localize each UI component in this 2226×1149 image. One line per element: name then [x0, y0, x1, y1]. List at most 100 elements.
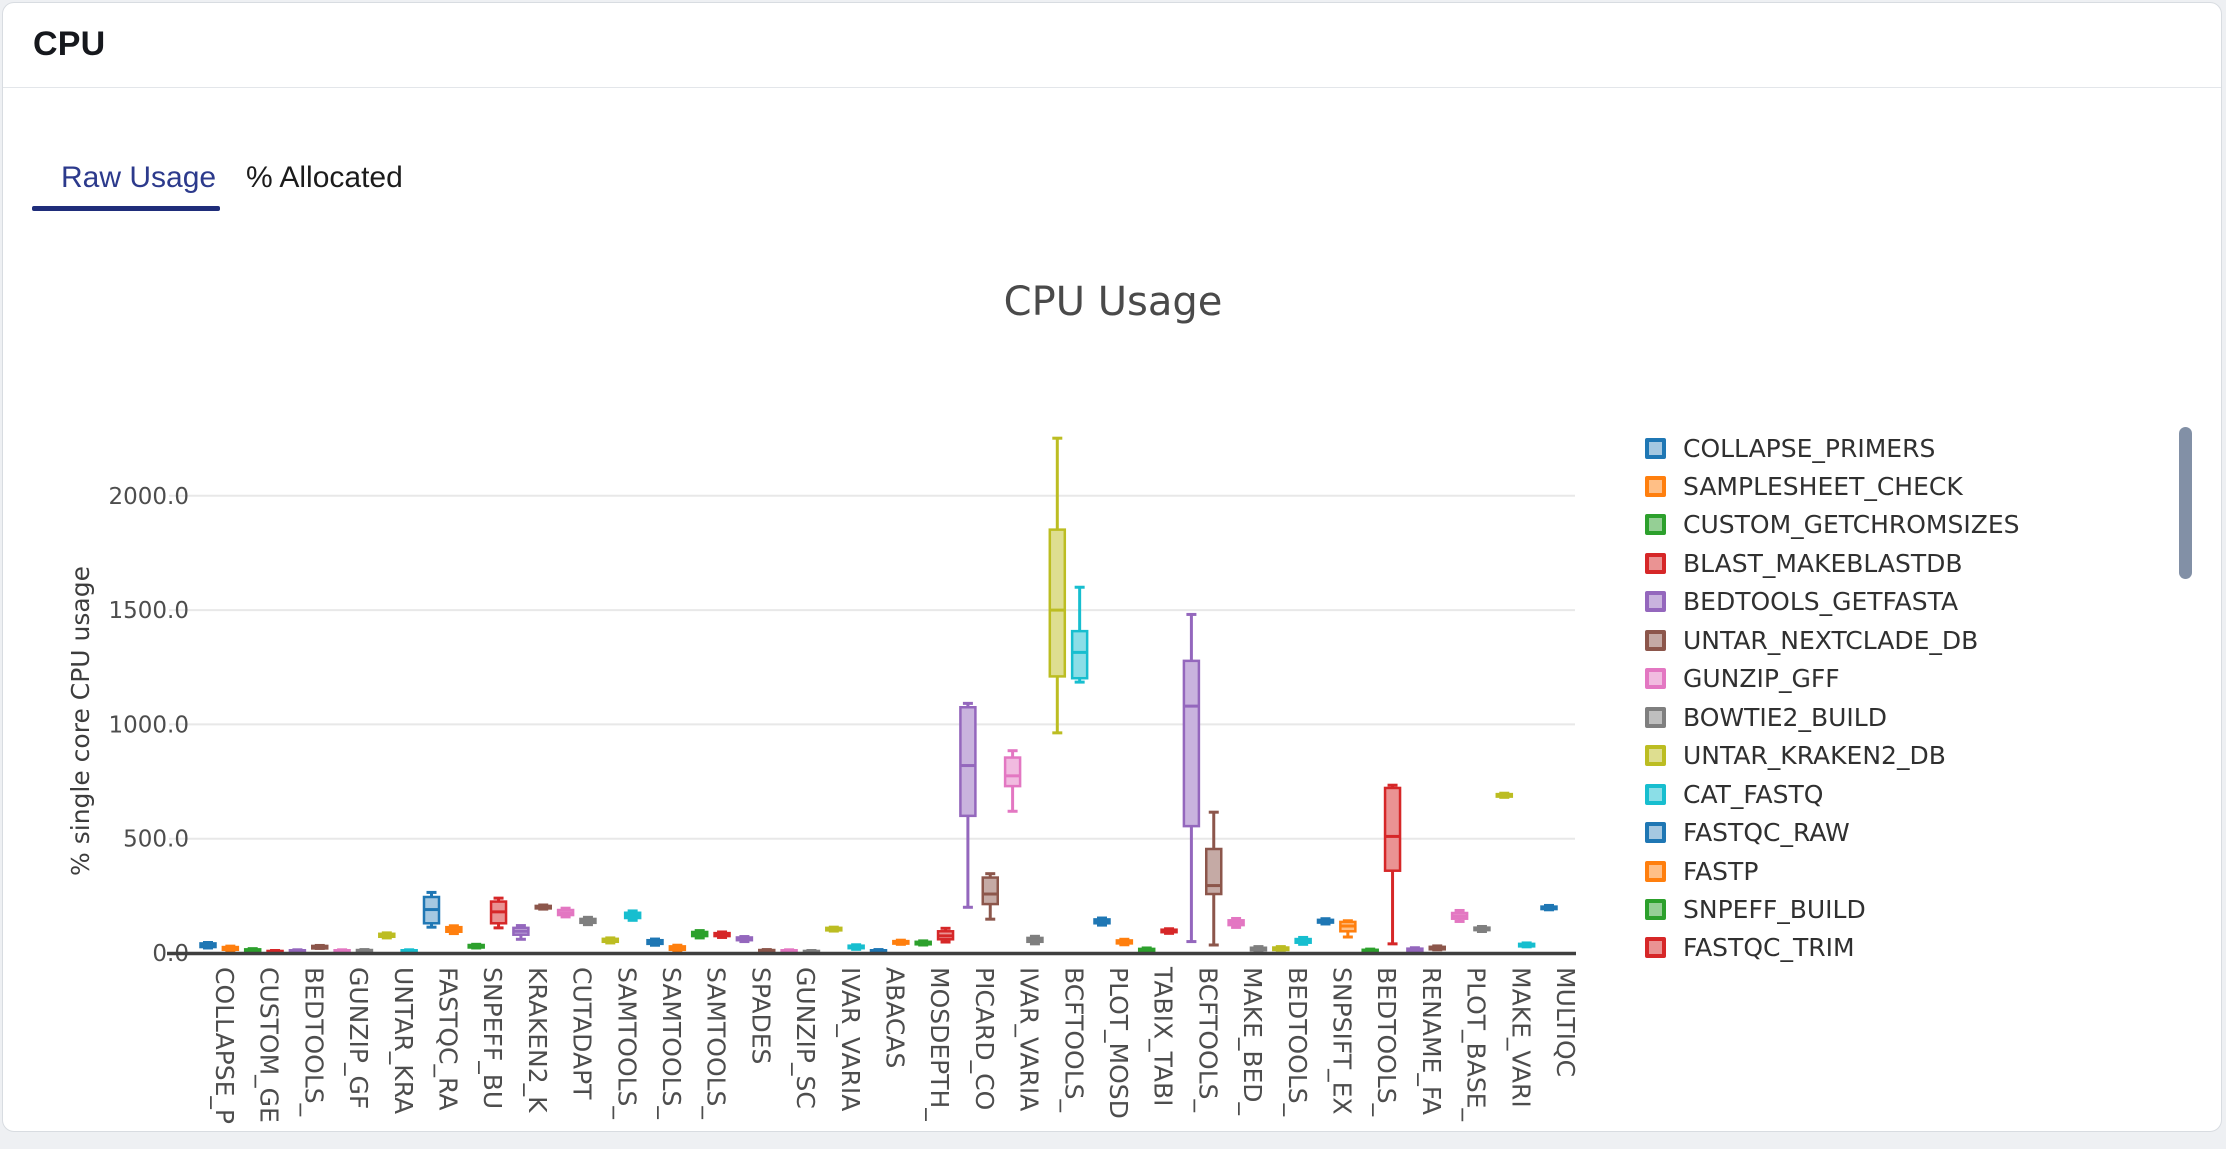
- boxplot-series: [1339, 919, 1357, 939]
- legend-item[interactable]: SNPEFF_BUILD: [1645, 895, 1866, 925]
- legend-item[interactable]: CAT_FASTQ: [1645, 779, 1823, 809]
- legend-swatch-cyan: [1645, 783, 1666, 805]
- legend-item[interactable]: COLLAPSE_PRIMERS: [1645, 433, 1935, 463]
- boxplot-series: [1450, 908, 1469, 923]
- boxplot-series: [1160, 927, 1178, 935]
- boxplot-series: [1294, 935, 1312, 946]
- boxplot-series: [668, 943, 687, 953]
- legend-label: SAMPLESHEET_CHECK: [1683, 471, 1963, 501]
- legend-label: COLLAPSE_PRIMERS: [1683, 433, 1936, 463]
- tab-percent-allocated[interactable]: % Allocated: [246, 161, 403, 194]
- legend-label: FASTQC_TRIM: [1683, 933, 1855, 963]
- legend-label: CAT_FASTQ: [1683, 779, 1824, 809]
- boxplot-series: [422, 890, 441, 929]
- page-title: CPU: [33, 25, 106, 63]
- boxplot-series: [579, 915, 597, 927]
- legend-item[interactable]: FASTQC_TRIM: [1645, 933, 1855, 963]
- legend-item[interactable]: BEDTOOLS_GETFASTA: [1645, 587, 1958, 617]
- boxplot-series: [758, 948, 776, 954]
- boxplot-series: [221, 944, 240, 953]
- boxplot-series: [847, 943, 865, 951]
- legend-label: UNTAR_KRAKEN2_DB: [1683, 741, 1946, 771]
- legend-label: FASTQC_RAW: [1683, 818, 1850, 848]
- x-tick-label: COLLAPSE_P: [210, 967, 239, 1124]
- x-tick-label: BCFTOOLS_: [1059, 967, 1088, 1113]
- legend-item[interactable]: FASTP: [1645, 856, 1758, 886]
- x-tick-label: SAMTOOLS_: [612, 967, 641, 1119]
- legend-label: CUSTOM_GETCHROMSIZES: [1683, 510, 2020, 540]
- x-tick-label: BCFTOOLS_: [1193, 967, 1222, 1113]
- legend-label: BOWTIE2_BUILD: [1683, 702, 1887, 732]
- boxplot-series: [690, 929, 709, 940]
- boxplot-series: [445, 924, 463, 936]
- x-tick-label: RENAME_FA: [1417, 967, 1446, 1115]
- active-tab-underline: [32, 206, 220, 211]
- boxplot-series: [1115, 937, 1134, 947]
- legend-swatch-brown: [1645, 629, 1666, 651]
- x-tick-label: SPADES: [746, 967, 775, 1064]
- chart-title: CPU Usage: [1004, 279, 1223, 325]
- boxplot-series: [1383, 783, 1402, 946]
- boxplot-series: [892, 938, 910, 946]
- boxplot-series: [959, 701, 977, 909]
- header-divider: [3, 87, 2221, 88]
- x-tick-label: SAMTOOLS_: [657, 967, 686, 1119]
- x-tick-label: GUNZIP_GF: [344, 967, 373, 1109]
- x-tick-label: CUSTOM_GE: [255, 967, 284, 1123]
- boxplot-series: [378, 931, 396, 940]
- legend-label: GUNZIP_GFF: [1683, 664, 1840, 694]
- x-tick-label: SNPEFF_BU: [478, 967, 507, 1109]
- boxplot-series: [713, 930, 731, 939]
- legend-item[interactable]: GUNZIP_GFF: [1645, 664, 1840, 694]
- legend-swatch-purple: [1645, 591, 1666, 613]
- boxplot-series: [1495, 791, 1514, 799]
- x-tick-label: SAMTOOLS_: [702, 967, 731, 1119]
- legend-item[interactable]: CUSTOM_GETCHROMSIZES: [1645, 510, 2020, 540]
- x-tick-label: MAKE_BED_: [1238, 967, 1267, 1116]
- legend-item[interactable]: SAMPLESHEET_CHECK: [1645, 471, 1963, 501]
- boxplot-series: [1272, 945, 1290, 952]
- x-tick-label: BEDTOOLS_: [299, 967, 328, 1117]
- legend-item[interactable]: BLAST_MAKEBLASTDB: [1645, 548, 1963, 578]
- boxplot-series: [311, 943, 329, 950]
- tab-raw-usage[interactable]: Raw Usage: [61, 161, 217, 194]
- legend-label: SNPEFF_BUILD: [1683, 895, 1866, 925]
- legend-label: FASTP: [1683, 856, 1759, 886]
- x-tick-label: FASTQC_RA: [434, 967, 463, 1110]
- y-tick-label: 1000.0: [109, 712, 189, 738]
- legend-item[interactable]: FASTQC_RAW: [1645, 818, 1850, 848]
- legend-swatch-green: [1645, 514, 1666, 536]
- legend-item[interactable]: UNTAR_KRAKEN2_DB: [1645, 741, 1946, 771]
- x-tick-label: BEDTOOLS_: [1283, 967, 1312, 1117]
- legend-scrollbar-thumb[interactable]: [2179, 427, 2192, 579]
- boxplot-series: [1406, 946, 1424, 953]
- boxplot-series: [1070, 585, 1089, 684]
- legend-item[interactable]: BOWTIE2_BUILD: [1645, 702, 1887, 732]
- boxplot-series: [489, 896, 508, 930]
- legend-swatch-olive: [1645, 745, 1666, 767]
- legend-label: BLAST_MAKEBLASTDB: [1683, 548, 1963, 578]
- legend-item[interactable]: UNTAR_NEXTCLADE_DB: [1645, 625, 1978, 655]
- boxplot-series: [1003, 749, 1022, 813]
- boxplot-series: [1026, 934, 1044, 946]
- boxplot-series: [1473, 924, 1491, 934]
- x-tick-label: KRAKEN2_K: [523, 967, 552, 1113]
- boxplot-series: [981, 872, 999, 921]
- legend-swatch-blue: [1645, 437, 1666, 459]
- legend-swatch-orange: [1645, 475, 1666, 497]
- x-tick-label: SNPSIFT_EX: [1328, 967, 1357, 1115]
- x-tick-label: PLOT_BASE_: [1462, 967, 1491, 1121]
- y-tick-label: 2000.0: [109, 484, 189, 510]
- x-tick-label: CUTADAPT: [568, 967, 597, 1100]
- x-tick-label: MULTIQC: [1551, 967, 1580, 1077]
- boxplot-series: [1316, 917, 1335, 926]
- x-tick-label: PLOT_MOSD: [1104, 967, 1133, 1119]
- boxplot-series: [1048, 436, 1067, 735]
- x-tick-label: ABACAS: [881, 967, 910, 1068]
- boxplot-series: [825, 925, 843, 933]
- boxplot-series: [1227, 916, 1245, 929]
- x-tick-label: PICARD_CO: [970, 967, 999, 1110]
- y-tick-label: 1500.0: [109, 598, 189, 624]
